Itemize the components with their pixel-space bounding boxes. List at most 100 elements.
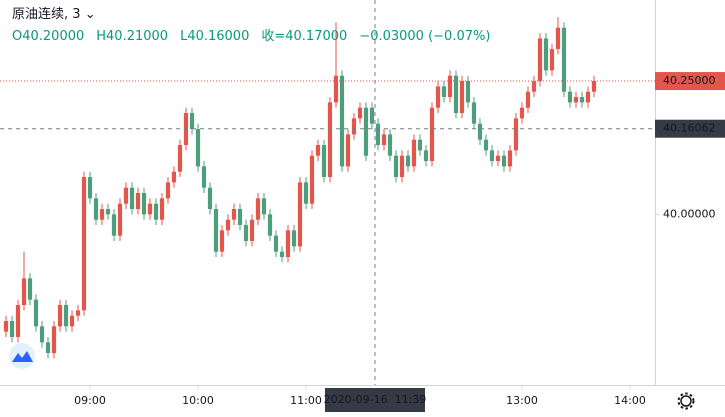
candle-body [243, 225, 249, 242]
candle-body [165, 182, 171, 199]
candle-body [555, 27, 561, 50]
candle-body [381, 134, 387, 146]
candle-body [573, 97, 579, 103]
candle-body [219, 230, 225, 252]
candle-body [579, 97, 585, 103]
crosshair-y-label: 40.16062 [663, 122, 716, 135]
candle-body [69, 315, 75, 327]
candle-body [567, 91, 573, 103]
candle-body [411, 139, 417, 167]
candle-body [111, 214, 117, 236]
candle-body [297, 182, 303, 247]
candle-body [459, 81, 465, 114]
candle-body [171, 171, 177, 183]
candle-body [99, 209, 105, 220]
logo-mark[interactable] [12, 351, 33, 362]
settings-button[interactable] [677, 392, 695, 410]
candle-body [195, 129, 201, 167]
candle-body [327, 102, 333, 178]
gear-teeth[interactable] [677, 392, 695, 410]
candle-body [9, 321, 15, 338]
candle-body [81, 177, 87, 311]
candle-body [477, 123, 483, 140]
candle-body [231, 209, 237, 220]
candle-body [15, 305, 21, 338]
candle-body [537, 38, 543, 82]
candle-body [549, 49, 555, 71]
candle-body [129, 187, 135, 210]
candle-body [495, 155, 501, 162]
candle-body [423, 150, 429, 162]
candle-body [237, 209, 243, 226]
candle-body [309, 155, 315, 204]
candle-body [585, 91, 591, 103]
candle-body [303, 182, 309, 204]
candle-body [339, 75, 345, 167]
candle-body [213, 209, 219, 252]
candle-body [363, 107, 369, 156]
candle-body [483, 139, 489, 151]
candle-body [255, 198, 261, 220]
candle-body [159, 198, 165, 220]
candle-body [225, 219, 231, 231]
candle-body [513, 118, 519, 151]
last-price-box [655, 72, 725, 91]
candle-body [117, 203, 123, 236]
candle-body [453, 75, 459, 114]
candle-body [21, 278, 27, 306]
candle-body [441, 86, 447, 98]
candle-body [543, 38, 549, 71]
legend-header: 原油连续, 3 ⌄ O40.20000 H40.21000 L40.16000 收=4… [12, 4, 502, 48]
gear-ring[interactable] [680, 395, 692, 407]
ohlc-open: O40.20000 [12, 29, 85, 44]
candle-body [471, 102, 477, 124]
candle-body [321, 145, 327, 178]
logo-circle[interactable] [9, 343, 35, 369]
candle-body [39, 326, 45, 343]
crosshair-y-box [655, 119, 725, 138]
candle-body [447, 75, 453, 98]
candle-body [375, 123, 381, 146]
candle-body [153, 203, 159, 220]
x-tick-label: 13:00 [506, 394, 538, 407]
candle-body [57, 305, 63, 327]
candle-body [525, 91, 531, 108]
candle-body [393, 155, 399, 178]
ohlc-row: O40.20000 H40.21000 L40.16000 收=40.17000 −0.… [12, 26, 502, 48]
candle-body [261, 198, 267, 215]
ohlc-high: H40.21000 [96, 29, 169, 44]
candle-body [135, 193, 141, 210]
candle-body [285, 230, 291, 258]
chevron[interactable]: ⌄ [84, 7, 96, 22]
candle-body [351, 118, 357, 135]
candle-body [123, 187, 129, 204]
candle-body [435, 86, 441, 108]
candle-body [519, 107, 525, 119]
candle-body [27, 278, 33, 300]
tv-logo[interactable] [9, 343, 35, 369]
y-tick-label: 40.00000 [663, 207, 716, 220]
candle-body [561, 27, 567, 92]
candle-body [87, 177, 93, 199]
candle-body [207, 187, 213, 210]
candle-body [147, 203, 153, 215]
candle-body [399, 155, 405, 178]
candle-body [33, 299, 39, 327]
candle-body [405, 155, 411, 167]
candle-body [201, 166, 207, 188]
candle-body [357, 107, 363, 119]
candle-body [141, 193, 147, 215]
symbol[interactable]: 原油连续, 3 [12, 7, 81, 22]
candle-body [429, 107, 435, 162]
candle-body [45, 342, 51, 354]
candle-body [267, 214, 273, 236]
candle-body [591, 81, 597, 92]
candle-body [333, 75, 339, 103]
candle-body [177, 145, 183, 172]
candle-body [63, 305, 69, 327]
candle-body [291, 230, 297, 247]
crosshair-x-box [324, 388, 425, 412]
candle-body [249, 219, 255, 242]
ohlc-change: −0.03000 (−0.07%) [359, 29, 491, 44]
